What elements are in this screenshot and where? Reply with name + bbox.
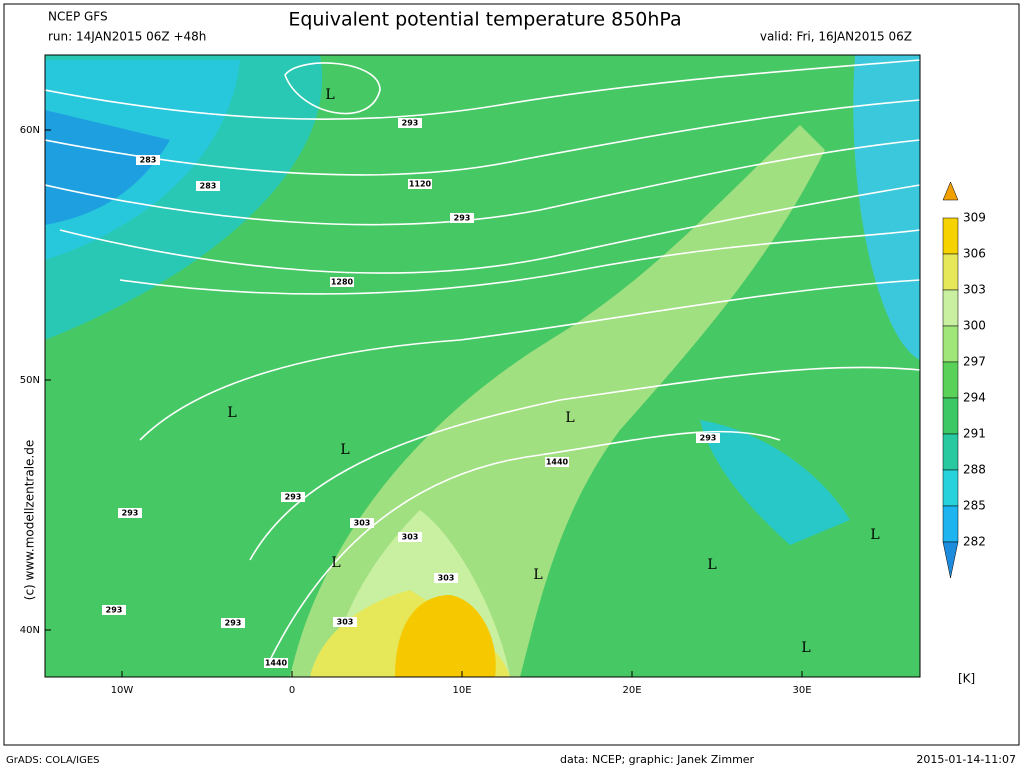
contour-label-bg: [398, 532, 422, 542]
isobar: [45, 99, 920, 176]
title: Equivalent potential temperature 850hPa: [288, 9, 681, 31]
isobar: [139, 279, 920, 441]
colorbar-band: [942, 361, 959, 399]
isobar: [249, 366, 920, 561]
contour-label: 293: [106, 606, 123, 615]
contour-label: 1440: [265, 659, 288, 668]
model: NCEP GFS: [48, 10, 108, 24]
contour-label: 303: [402, 533, 419, 542]
contour-label: 293: [454, 214, 471, 223]
isobar: [45, 139, 920, 226]
lon-label: 30E: [792, 685, 811, 696]
colorbar-band: [942, 325, 959, 363]
low-marker: L: [565, 410, 574, 426]
contour-label-bg: [136, 155, 160, 165]
colorbar-label: 294: [963, 391, 986, 405]
contour-label: 293: [402, 119, 419, 128]
map-field: [44, 54, 921, 678]
footer-credit: data: NCEP; graphic: Janek Zimmer: [560, 753, 755, 766]
run: run: 14JAN2015 06Z +48h: [48, 30, 206, 44]
contour-label-bg: [408, 179, 432, 189]
contour-label-bg: [434, 573, 458, 583]
field-cold: [700, 420, 850, 545]
outer-frame: [3, 3, 1020, 746]
lat-label: 40N: [20, 625, 40, 636]
contour-label: 303: [438, 574, 455, 583]
colorbar-label: 285: [963, 499, 986, 513]
colorbar-band: [942, 217, 959, 255]
contour-label-bg: [398, 118, 422, 128]
isobar: [45, 59, 920, 120]
lat-label: 60N: [20, 125, 40, 136]
contour-label-bg: [118, 508, 142, 518]
contour-label: 293: [285, 493, 302, 502]
colorbar-band: [942, 505, 959, 543]
footer-software: GrADS: COLA/IGES: [6, 755, 100, 766]
lon-label: 10W: [111, 685, 134, 696]
colorbar-band: [942, 253, 959, 291]
colorbar-label: 309: [963, 211, 986, 225]
contour-label-bg: [102, 605, 126, 615]
contour-label: 1280: [331, 278, 354, 287]
contour-label-bg: [281, 492, 305, 502]
contour-label-bg: [330, 277, 354, 287]
isobar: [284, 62, 381, 115]
watermark: (c) www.modellzentrale.de: [23, 440, 37, 600]
contour-label-bg: [264, 658, 288, 668]
colorbar-label: 306: [963, 247, 986, 261]
low-marker: L: [870, 527, 879, 543]
contour-label-bg: [450, 213, 474, 223]
contour-label-bg: [350, 518, 374, 528]
low-marker: L: [340, 442, 349, 458]
low-marker: L: [533, 567, 542, 583]
colorbar-label: 297: [963, 355, 986, 369]
contour-label-bg: [333, 617, 357, 627]
low-marker: L: [227, 405, 236, 421]
field-cold: [853, 55, 920, 360]
field-hot: [395, 595, 496, 677]
contour-label-bg: [545, 457, 569, 467]
contour-label: 303: [354, 519, 371, 528]
colorbar-label: 282: [963, 535, 986, 549]
colorbar-unit: [K]: [958, 672, 975, 686]
lon-label: 0: [289, 685, 295, 696]
isobar: [269, 430, 781, 661]
isobar: [119, 229, 920, 295]
colorbar-label: 291: [963, 427, 986, 441]
valid: valid: Fri, 16JAN2015 06Z: [760, 30, 912, 44]
contour-label: 293: [225, 619, 242, 628]
contour-label: 1120: [409, 180, 432, 189]
field-cold: [45, 110, 170, 225]
colorbar-cap: [942, 541, 959, 579]
colorbar-label: 288: [963, 463, 986, 477]
contour-label-bg: [696, 433, 720, 443]
colorbar-band: [942, 469, 959, 507]
low-marker: L: [707, 557, 716, 573]
contour-label-bg: [221, 618, 245, 628]
low-marker: L: [331, 555, 340, 571]
contour-label-bg: [196, 181, 220, 191]
map-frame: [44, 54, 921, 678]
low-marker: L: [801, 640, 810, 656]
colorbar-label: 300: [963, 319, 986, 333]
colorbar-label: 303: [963, 283, 986, 297]
colorbar-band: [942, 397, 959, 435]
contour-label: 1440: [546, 458, 569, 467]
colorbar-cap: [942, 181, 959, 201]
colorbar-band: [942, 433, 959, 471]
footer-timestamp: 2015-01-14-11:07: [916, 753, 1016, 766]
lon-label: 10E: [452, 685, 471, 696]
contour-label: 283: [140, 156, 157, 165]
lon-label: 20E: [622, 685, 641, 696]
contour-label: 283: [200, 182, 217, 191]
lat-label: 50N: [20, 375, 40, 386]
contour-label: 303: [337, 618, 354, 627]
low-marker: L: [325, 87, 334, 103]
contour-label: 293: [122, 509, 139, 518]
contour-label: 293: [700, 434, 717, 443]
colorbar-band: [942, 289, 959, 327]
isobar: [59, 184, 920, 274]
